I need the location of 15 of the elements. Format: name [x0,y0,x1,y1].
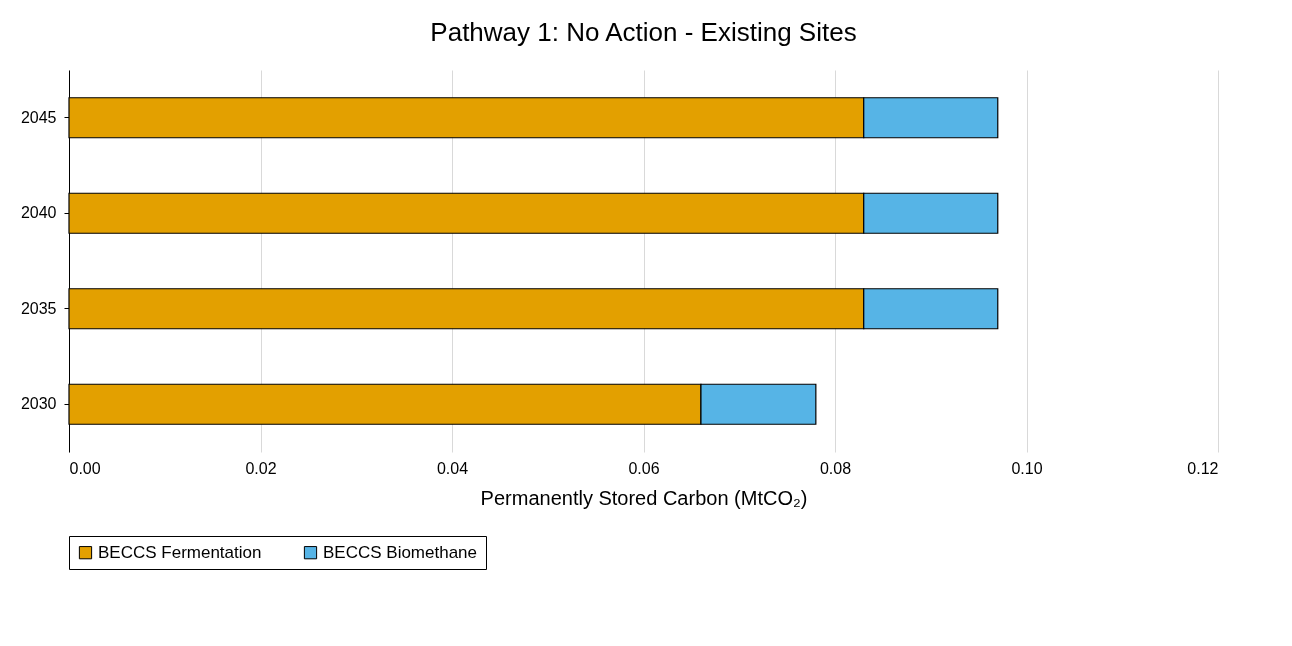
x-tick-label: 0.10 [1011,459,1043,477]
x-tick-label: 0.04 [436,459,469,477]
y-tick-label: 2045 [20,108,57,126]
legend-label: BECCS Fermentation [98,542,262,562]
y-tick-label: 2030 [20,395,57,413]
y-tick-label: 2040 [20,204,57,222]
x-tick-label: 0.08 [819,459,852,477]
x-tick-label: 0.06 [628,459,660,477]
y-tick-label: 2035 [20,299,57,317]
x-tick-label: 0.00 [69,459,101,477]
x-tick-label: 0.02 [245,459,277,477]
chart-title: Pathway 1: No Action - Existing Sites [430,17,857,47]
legend-label: BECCS Biomethane [323,542,478,562]
x-tick-label: 0.12 [1187,459,1219,477]
x-axis-title: Permanently Stored Carbon (MtCO₂) [480,486,808,509]
